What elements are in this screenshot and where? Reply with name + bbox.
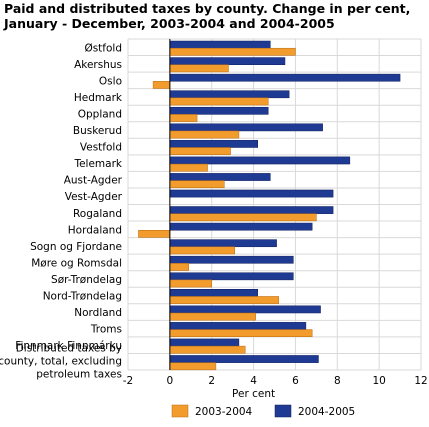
- bar-2003-2004: [169, 246, 235, 255]
- category-label: Buskerud: [73, 125, 122, 137]
- bar-2004-2005: [169, 322, 307, 330]
- bar-2003-2004: [169, 114, 198, 122]
- x-tick-label: -2: [123, 375, 133, 387]
- bar-2003-2004: [152, 81, 171, 89]
- category-label: Østfold: [84, 42, 122, 54]
- bar-2003-2004: [169, 296, 279, 304]
- category-label: Akershus: [74, 59, 122, 71]
- bar-2004-2005: [169, 206, 334, 214]
- bar-2004-2005: [169, 289, 259, 297]
- category-label: Hordaland: [68, 224, 122, 236]
- category-label: Nord-Trøndelag: [43, 291, 122, 303]
- bar-2004-2005: [169, 57, 286, 65]
- bar-2003-2004: [138, 230, 171, 238]
- bar-2003-2004: [169, 64, 229, 73]
- bar-2003-2004: [169, 213, 317, 222]
- category-label: Nordland: [74, 307, 122, 319]
- bar-2003-2004: [169, 147, 231, 155]
- bar-2003-2004: [169, 312, 256, 321]
- bar-2004-2005: [169, 239, 277, 248]
- bar-2004-2005: [169, 173, 271, 181]
- category-label: Telemark: [73, 158, 122, 170]
- bar-2004-2005: [169, 305, 321, 314]
- category-label: Finnmark Finnmárku: [15, 340, 122, 352]
- bar-2003-2004: [169, 345, 246, 354]
- bar-2004-2005: [169, 272, 294, 281]
- bar-2003-2004: [169, 329, 313, 337]
- category-label: Aust-Agder: [64, 175, 123, 187]
- x-tick-label: 4: [250, 375, 257, 387]
- bar-2004-2005: [169, 255, 294, 264]
- category-label: Oslo: [99, 75, 122, 87]
- bar-2004-2005: [169, 222, 313, 231]
- bar-2003-2004: [169, 263, 189, 271]
- bar-2004-2005: [169, 106, 269, 115]
- bar-2004-2005: [169, 90, 290, 99]
- legend-swatch: [171, 404, 189, 418]
- category-label: Møre og Romsdal: [31, 257, 122, 269]
- bar-2004-2005: [169, 338, 240, 347]
- bar-2003-2004: [169, 180, 225, 189]
- bar-2003-2004: [169, 362, 217, 371]
- x-tick-label: 0: [167, 375, 174, 387]
- category-label: Vest-Agder: [65, 191, 123, 203]
- category-label: Vestfold: [80, 142, 122, 154]
- category-label: Sogn og Fjordane: [30, 241, 122, 253]
- bar-2004-2005: [169, 123, 323, 132]
- x-axis-label: Per cent: [232, 388, 275, 400]
- bar-2004-2005: [169, 355, 319, 363]
- x-tick-label: 2: [208, 375, 215, 387]
- bar-2004-2005: [169, 189, 334, 198]
- bar-2004-2005: [169, 156, 351, 165]
- category-label: Distributed taxes by county, total, exclu…: [0, 343, 122, 381]
- bar-2003-2004: [169, 130, 240, 139]
- bar-2003-2004: [169, 279, 212, 288]
- bar-2004-2005: [169, 40, 271, 49]
- category-label: Hedmark: [74, 92, 123, 104]
- category-label: Sør-Trøndelag: [51, 274, 122, 286]
- legend-label: 2003-2004: [195, 406, 253, 418]
- x-tick-label: 10: [372, 375, 385, 387]
- bar-2004-2005: [169, 140, 259, 148]
- x-tick-label: 12: [414, 375, 427, 387]
- x-tick-label: 8: [334, 375, 341, 387]
- legend-swatch: [274, 404, 292, 418]
- category-label: Oppland: [78, 108, 122, 120]
- bar-2004-2005: [169, 73, 401, 82]
- bar-2003-2004: [169, 47, 296, 56]
- bar-2003-2004: [169, 163, 208, 172]
- category-label: Troms: [90, 324, 122, 336]
- x-tick-label: 6: [292, 375, 299, 387]
- bar-2003-2004: [169, 97, 269, 106]
- legend-label: 2004-2005: [298, 406, 355, 418]
- category-label: Rogaland: [73, 208, 122, 220]
- chart-title: Paid and distributed taxes by county. Ch…: [4, 1, 411, 31]
